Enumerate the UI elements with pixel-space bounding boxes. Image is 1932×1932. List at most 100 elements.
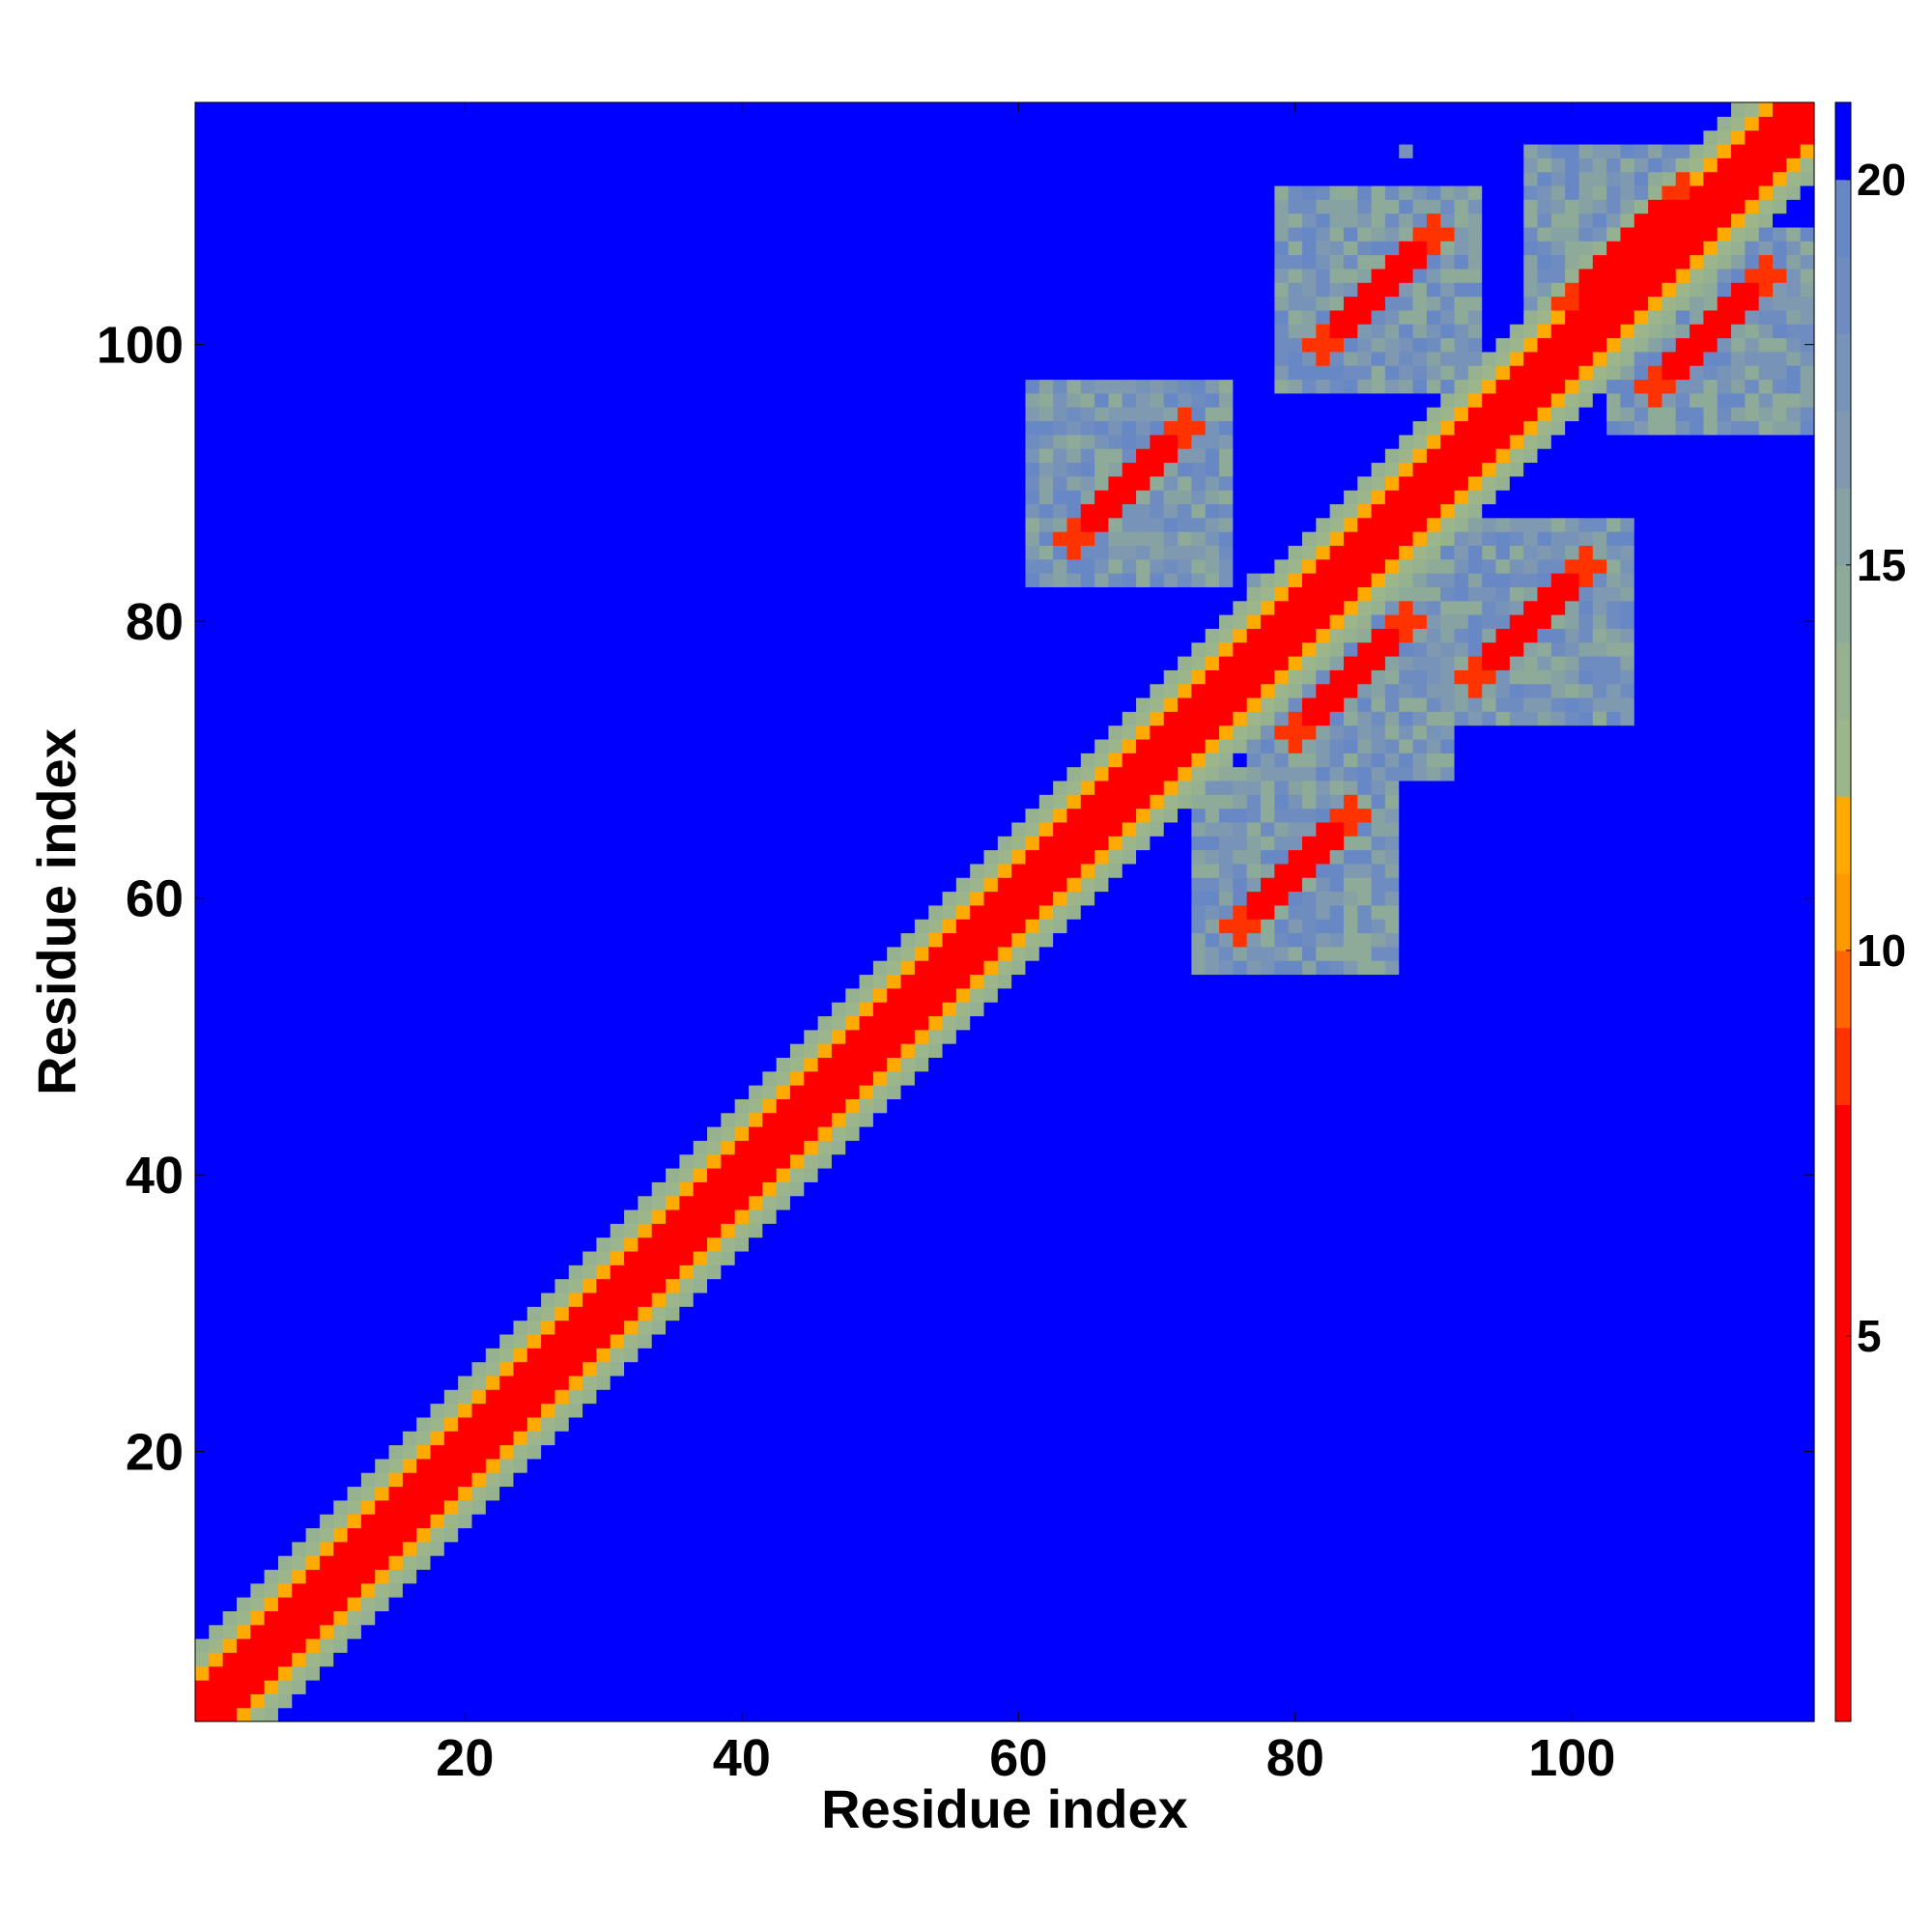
heatmap-cell — [223, 905, 238, 920]
heatmap-cell — [624, 435, 639, 449]
heatmap-cell — [721, 1625, 735, 1639]
heatmap-cell — [209, 684, 223, 698]
heatmap-cell — [333, 172, 348, 186]
heatmap-cell — [333, 448, 348, 463]
heatmap-cell — [195, 905, 210, 920]
heatmap-cell — [195, 1542, 210, 1556]
heatmap-cell — [527, 1321, 542, 1335]
heatmap-cell — [749, 1113, 763, 1127]
heatmap-cell — [292, 1279, 306, 1293]
heatmap-cell — [320, 1293, 334, 1307]
heatmap-cell — [306, 1693, 321, 1708]
heatmap-cell — [777, 1321, 791, 1335]
heatmap-cell — [652, 642, 667, 657]
heatmap-cell — [694, 227, 708, 242]
heatmap-cell — [320, 1652, 334, 1666]
heatmap-cell — [527, 864, 542, 878]
heatmap-cell — [195, 435, 210, 449]
heatmap-cell — [638, 1181, 652, 1196]
heatmap-cell — [348, 297, 362, 311]
heatmap-cell — [486, 1708, 500, 1722]
heatmap-cell — [444, 1472, 459, 1487]
heatmap-cell — [416, 518, 431, 532]
heatmap-cell — [652, 407, 667, 421]
heatmap-cell — [569, 1542, 583, 1556]
heatmap-cell — [762, 1542, 777, 1556]
heatmap-cell — [195, 255, 210, 270]
heatmap-cell — [486, 545, 500, 559]
heatmap-cell — [444, 365, 459, 380]
heatmap-cell — [237, 518, 251, 532]
heatmap-cell — [458, 960, 472, 975]
heatmap-cell — [458, 822, 472, 837]
heatmap-cell — [486, 919, 500, 933]
heatmap-cell — [624, 794, 639, 809]
heatmap-cell — [749, 601, 763, 615]
heatmap-cell — [306, 1362, 321, 1377]
heatmap-cell — [624, 1334, 639, 1349]
heatmap-cell — [375, 1334, 389, 1349]
heatmap-cell — [638, 836, 652, 850]
heatmap-cell — [554, 1321, 569, 1335]
heatmap-cell — [209, 518, 223, 532]
heatmap-cell — [582, 435, 597, 449]
heatmap-cell — [762, 1334, 777, 1349]
heatmap-cell — [749, 822, 763, 837]
heatmap-cell — [679, 130, 694, 145]
heatmap-cell — [403, 144, 417, 158]
heatmap-cell — [320, 656, 334, 670]
heatmap-cell — [292, 420, 306, 435]
heatmap-cell — [777, 628, 791, 642]
heatmap-cell — [749, 324, 763, 338]
heatmap-cell — [652, 573, 667, 587]
heatmap-cell — [624, 601, 639, 615]
heatmap-cell — [735, 601, 750, 615]
heatmap-cell — [278, 157, 293, 172]
heatmap-cell — [389, 1652, 404, 1666]
heatmap-cell — [541, 102, 555, 117]
heatmap-cell — [582, 144, 597, 158]
heatmap-cell — [638, 116, 652, 130]
heatmap-cell — [541, 1209, 555, 1224]
heatmap-cell — [209, 1209, 223, 1224]
heatmap-cell — [638, 1431, 652, 1445]
heatmap-cells — [195, 102, 1815, 1722]
heatmap-cell — [679, 282, 694, 297]
heatmap-cell — [237, 1597, 251, 1611]
heatmap-cell — [499, 822, 514, 837]
heatmap-cell — [777, 1140, 791, 1154]
heatmap-cell — [638, 919, 652, 933]
heatmap-cell — [666, 1597, 680, 1611]
heatmap-cell — [375, 767, 389, 781]
heatmap-cell — [749, 1362, 763, 1377]
heatmap-cell — [679, 739, 694, 753]
heatmap-cell — [361, 1306, 376, 1321]
heatmap-cell — [472, 1002, 487, 1016]
heatmap-cell — [694, 490, 708, 504]
heatmap-cell — [513, 601, 527, 615]
heatmap-cell — [749, 1168, 763, 1182]
heatmap-cell — [652, 157, 667, 172]
heatmap-cell — [652, 1237, 667, 1252]
heatmap-cell — [707, 1638, 722, 1653]
heatmap-cell — [707, 338, 722, 353]
heatmap-cell — [292, 1251, 306, 1265]
heatmap-cell — [596, 932, 611, 947]
heatmap-cell — [624, 297, 639, 311]
heatmap-cell — [250, 1264, 265, 1279]
heatmap-cell — [278, 864, 293, 878]
heatmap-cell — [513, 1597, 527, 1611]
heatmap-cell — [541, 1680, 555, 1694]
heatmap-cell — [721, 1680, 735, 1694]
heatmap-cell — [499, 324, 514, 338]
heatmap-cell — [278, 725, 293, 740]
heatmap-cell — [694, 669, 708, 684]
heatmap-cell — [554, 462, 569, 476]
heatmap-cell — [278, 352, 293, 366]
heatmap-cell — [265, 365, 279, 380]
heatmap-cell — [389, 531, 404, 546]
heatmap-cell — [320, 1376, 334, 1390]
heatmap-cell — [735, 1376, 750, 1390]
heatmap-cell — [348, 199, 362, 213]
heatmap-cell — [652, 1002, 667, 1016]
